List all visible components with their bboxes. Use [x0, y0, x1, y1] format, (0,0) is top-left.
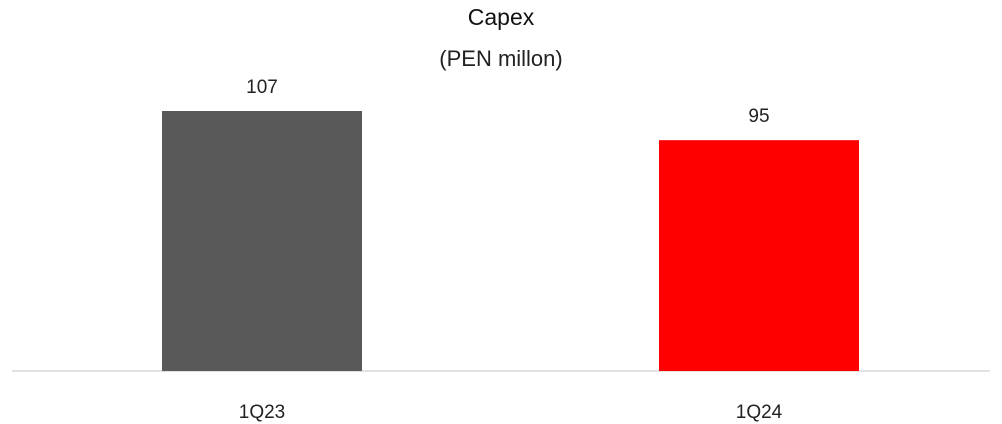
- x-tick-label-1Q23: 1Q23: [239, 402, 285, 423]
- bar-1Q24: [659, 140, 859, 371]
- chart-subtitle: (PEN millon): [439, 46, 563, 71]
- chart-title: Capex: [467, 4, 535, 30]
- data-label-1Q24: 95: [748, 106, 769, 127]
- x-tick-label-1Q24: 1Q24: [736, 402, 783, 423]
- data-label-1Q23: 107: [246, 77, 278, 98]
- bar-1Q23: [162, 111, 362, 371]
